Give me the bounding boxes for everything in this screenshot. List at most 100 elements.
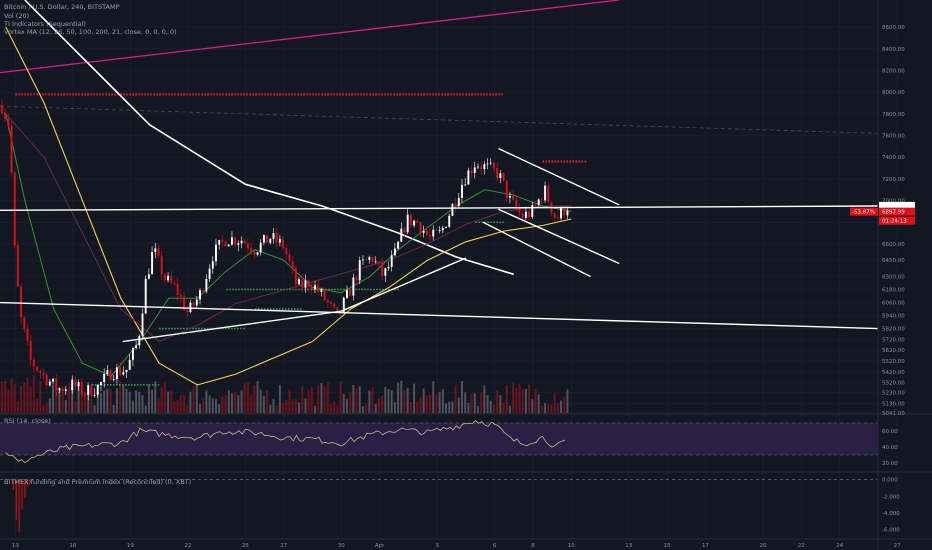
candle-body[interactable]	[154, 248, 157, 252]
trendline[interactable]	[498, 147, 620, 206]
candle-body[interactable]	[211, 261, 214, 269]
trendline[interactable]	[340, 257, 467, 312]
candle-body[interactable]	[333, 303, 336, 308]
candle-body[interactable]	[215, 244, 217, 262]
candle-body[interactable]	[477, 166, 479, 168]
candle-body[interactable]	[125, 369, 128, 373]
candle-body[interactable]	[368, 257, 371, 260]
candle-body[interactable]	[135, 345, 138, 349]
candle-body[interactable]	[480, 166, 483, 170]
candle-body[interactable]	[100, 382, 102, 386]
candle-body[interactable]	[566, 210, 569, 216]
candle-body[interactable]	[144, 278, 147, 314]
candle-body[interactable]	[199, 290, 201, 300]
candle-body[interactable]	[285, 248, 288, 255]
candle-body[interactable]	[266, 234, 269, 243]
candle-body[interactable]	[96, 385, 99, 395]
candle-body[interactable]	[445, 226, 447, 228]
candle-body[interactable]	[256, 252, 259, 255]
candle-body[interactable]	[20, 286, 23, 318]
candle-body[interactable]	[291, 261, 294, 268]
candle-body[interactable]	[157, 248, 160, 256]
candle-body[interactable]	[425, 230, 428, 235]
candle-body[interactable]	[489, 162, 492, 164]
candle-body[interactable]	[173, 282, 176, 285]
candle-body[interactable]	[336, 307, 339, 312]
candle-body[interactable]	[160, 255, 163, 275]
candle-body[interactable]	[208, 268, 211, 279]
candle-body[interactable]	[432, 229, 435, 237]
candle-body[interactable]	[52, 378, 54, 382]
candle-body[interactable]	[58, 388, 61, 391]
candle-body[interactable]	[93, 394, 96, 397]
candle-body[interactable]	[310, 287, 313, 290]
candle-body[interactable]	[147, 274, 150, 279]
candle-body[interactable]	[524, 211, 527, 219]
candle-body[interactable]	[448, 215, 451, 227]
candle-body[interactable]	[314, 285, 316, 290]
candle-body[interactable]	[512, 195, 515, 200]
candle-body[interactable]	[288, 254, 291, 262]
candle-body[interactable]	[189, 302, 192, 313]
candle-body[interactable]	[323, 289, 326, 301]
candle-body[interactable]	[496, 168, 499, 178]
candle-body[interactable]	[131, 348, 134, 360]
candle-body[interactable]	[259, 242, 262, 253]
candle-body[interactable]	[282, 239, 285, 249]
candle-body[interactable]	[138, 335, 141, 346]
candle-body[interactable]	[237, 243, 240, 245]
candle-body[interactable]	[381, 262, 384, 276]
candle-body[interactable]	[16, 245, 19, 287]
candle-body[interactable]	[355, 277, 358, 281]
candle-body[interactable]	[429, 234, 432, 237]
candle-body[interactable]	[486, 163, 489, 165]
candle-body[interactable]	[352, 277, 355, 296]
candle-body[interactable]	[330, 302, 332, 304]
candle-body[interactable]	[192, 302, 195, 306]
candle-body[interactable]	[176, 284, 179, 296]
candle-body[interactable]	[128, 359, 131, 370]
candle-body[interactable]	[163, 274, 166, 281]
price-axis[interactable]: 8600.00 8400.00 8200.00 8000.00 7800.00 7600.…	[882, 25, 905, 534]
premium-title[interactable]: BITMEX:funding and Premium Index (Reconc…	[4, 478, 192, 486]
candle-body[interactable]	[90, 385, 93, 397]
candle-body[interactable]	[39, 370, 42, 373]
candle-body[interactable]	[473, 167, 476, 174]
candle-body[interactable]	[377, 261, 380, 263]
trendline[interactable]	[482, 221, 591, 278]
candle-body[interactable]	[221, 240, 224, 242]
candle-body[interactable]	[151, 251, 154, 275]
candle-body[interactable]	[393, 248, 396, 256]
candle-body[interactable]	[246, 243, 249, 249]
candle-body[interactable]	[269, 238, 272, 243]
candle-body[interactable]	[294, 267, 297, 285]
rsi-line[interactable]	[5, 420, 566, 464]
magenta-trendline[interactable]	[0, 0, 620, 74]
candle-body[interactable]	[320, 289, 323, 293]
candle-body[interactable]	[4, 112, 7, 119]
candle-body[interactable]	[505, 180, 508, 198]
candle-body[interactable]	[371, 257, 374, 262]
candle-body[interactable]	[278, 239, 281, 243]
candle-body[interactable]	[438, 230, 441, 232]
candle-body[interactable]	[262, 234, 265, 243]
candle-body[interactable]	[74, 379, 77, 387]
trendline[interactable]	[0, 205, 879, 212]
candle-body[interactable]	[534, 205, 537, 206]
indicator-vortex[interactable]: Vortex MA (12, 26, 50, 100, 200, 21, clo…	[4, 28, 177, 36]
candle-body[interactable]	[195, 299, 198, 306]
candle-body[interactable]	[109, 370, 112, 381]
candle-body[interactable]	[540, 199, 543, 201]
candle-body[interactable]	[141, 313, 144, 336]
candle-body[interactable]	[77, 382, 80, 387]
candle-body[interactable]	[272, 233, 275, 239]
candle-body[interactable]	[243, 240, 246, 244]
candle-body[interactable]	[234, 237, 237, 245]
rsi-pane[interactable]	[0, 420, 878, 464]
candle-body[interactable]	[349, 290, 352, 296]
candle-body[interactable]	[461, 184, 463, 198]
candle-body[interactable]	[179, 295, 182, 297]
candle-body[interactable]	[521, 213, 524, 219]
candle-body[interactable]	[441, 227, 444, 231]
